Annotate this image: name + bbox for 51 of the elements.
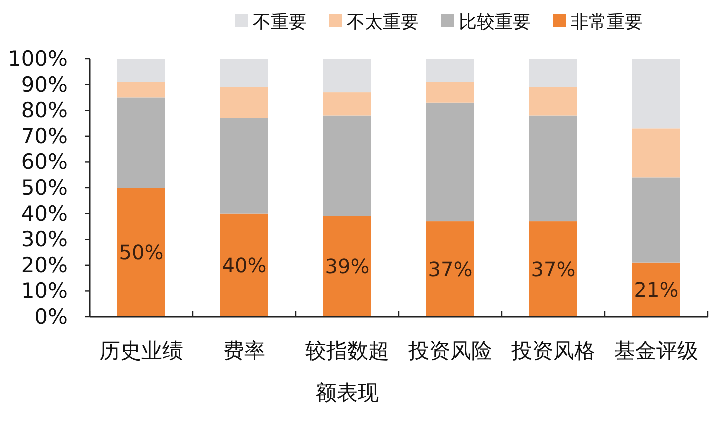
x-tick-label: 投资风格: [510, 339, 596, 363]
bar: [426, 222, 474, 317]
y-tick-label: 0%: [34, 305, 68, 329]
data-label: 50%: [119, 240, 164, 264]
data-label: 40%: [222, 253, 267, 278]
bar: [530, 59, 578, 88]
y-tick-label: 30%: [21, 228, 68, 252]
y-tick-label: 40%: [21, 202, 68, 226]
y-tick-label: 50%: [21, 176, 68, 200]
bar: [220, 118, 268, 214]
y-tick-label: 90%: [21, 72, 68, 97]
bar: [426, 102, 474, 222]
bar: [426, 59, 474, 82]
bar: [118, 82, 166, 98]
bar: [530, 87, 578, 116]
legend-label: 不太重要: [347, 12, 419, 33]
bar: [220, 59, 268, 88]
bar: [220, 87, 268, 118]
bar: [632, 262, 680, 317]
y-tick-label: 70%: [21, 124, 68, 148]
legend-label: 不重要: [253, 12, 307, 33]
bar: [118, 59, 166, 82]
y-tick-label: 60%: [21, 150, 68, 174]
bar: [426, 82, 474, 103]
bar: [324, 216, 372, 317]
legend-label: 非常重要: [571, 12, 643, 33]
x-tick-label: 历史业绩: [100, 339, 184, 363]
y-tick-label: 100%: [8, 47, 68, 71]
x-tick-label: 投资风险: [408, 339, 492, 363]
bar: [118, 98, 166, 188]
bar: [632, 178, 680, 263]
y-tick-label: 80%: [21, 98, 68, 123]
bar: [118, 188, 166, 317]
x-tick-label: 费率: [224, 339, 266, 363]
data-label: 37%: [531, 257, 576, 282]
bar: [324, 92, 372, 116]
bar: [632, 59, 680, 129]
bar: [632, 128, 680, 178]
bar: [324, 59, 372, 93]
x-tick-label: 基金评级: [614, 339, 698, 363]
x-tick-label: 较指数超额表现: [306, 339, 390, 405]
y-tick-label: 20%: [21, 253, 68, 278]
data-label: 21%: [634, 278, 679, 302]
legend-label: 比较重要: [459, 12, 531, 33]
bar: [220, 214, 268, 317]
y-tick-label: 10%: [21, 279, 68, 304]
bar: [530, 116, 578, 222]
data-label: 37%: [428, 257, 473, 282]
bar: [324, 116, 372, 216]
bar: [530, 222, 578, 317]
data-label: 39%: [325, 254, 370, 279]
